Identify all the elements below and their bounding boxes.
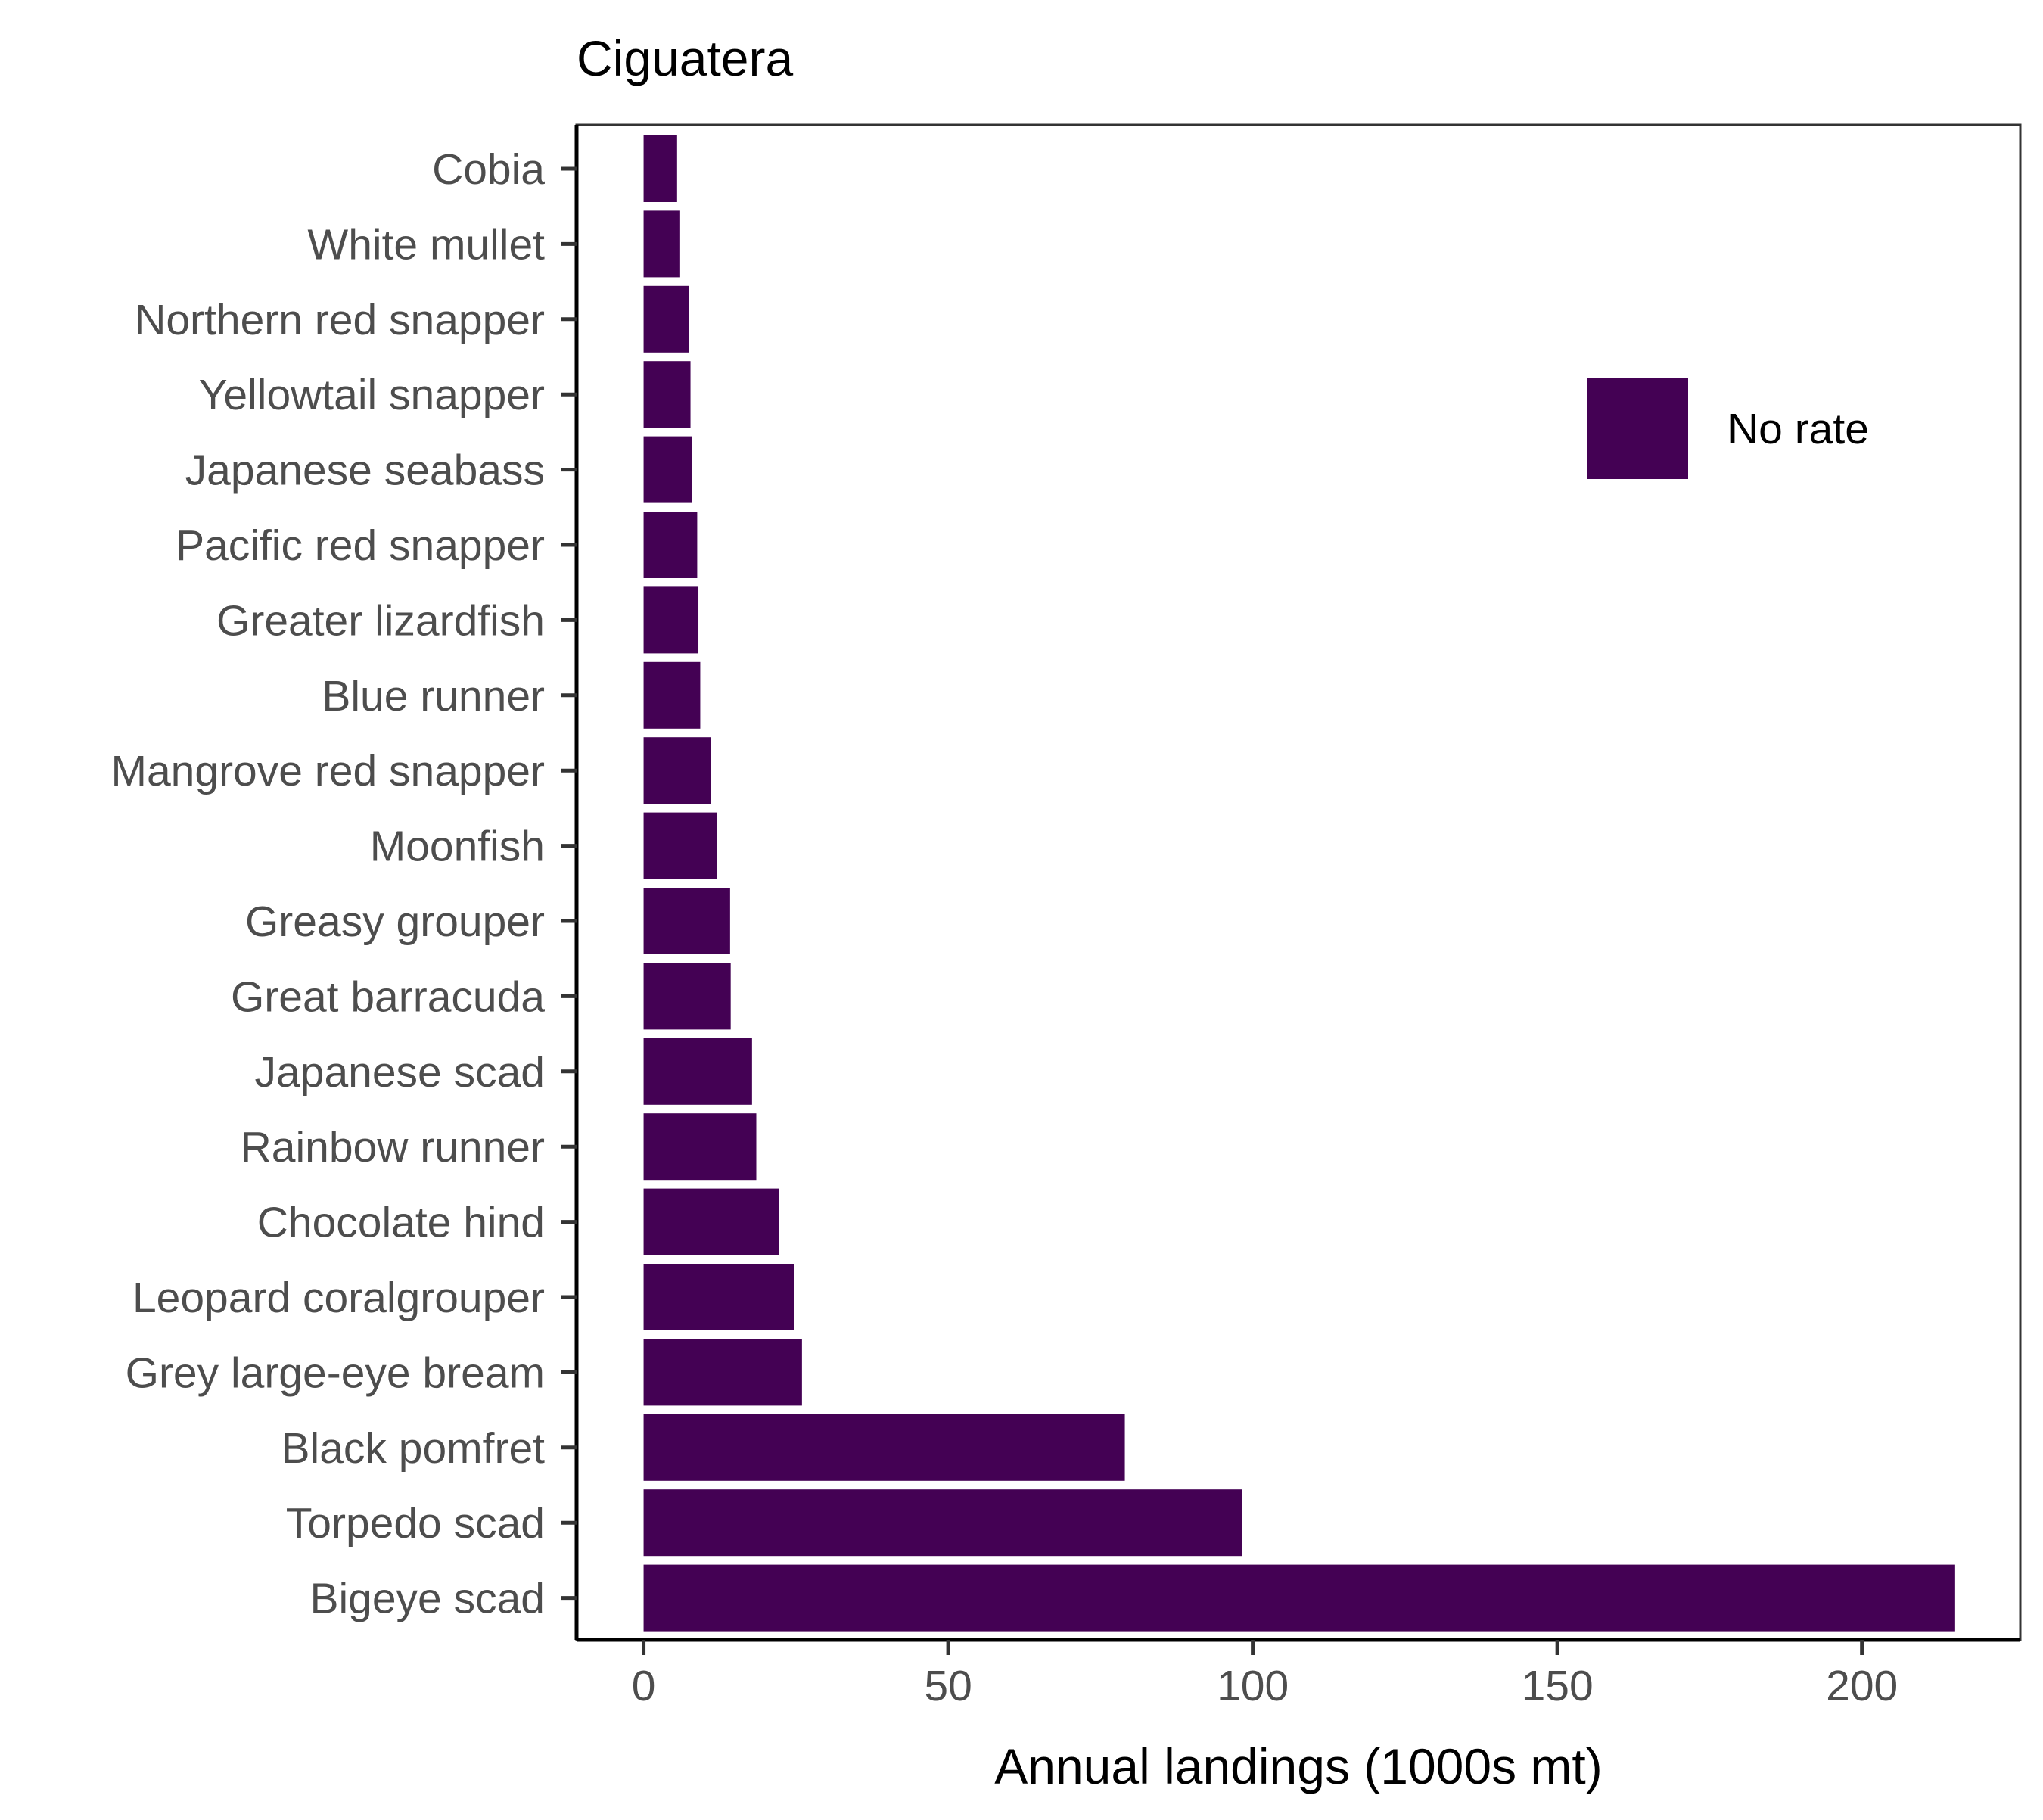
y-tick-label: Greater lizardfish <box>216 596 545 645</box>
bar-bigeye-scad <box>643 1564 1955 1632</box>
x-tick-label: 50 <box>924 1662 972 1710</box>
bar-moonfish <box>643 812 717 879</box>
bar-mangrove-red-snapper <box>643 737 711 804</box>
legend-key <box>1587 378 1688 479</box>
y-tick-label: Grey large-eye bream <box>126 1349 545 1397</box>
bar-yellowtail-snapper <box>643 361 691 428</box>
bar-greater-lizardfish <box>643 586 699 654</box>
bar-chocolate-hind <box>643 1188 779 1255</box>
bar-japanese-seabass <box>643 436 692 503</box>
y-tick-label: Leopard coralgrouper <box>132 1274 545 1322</box>
x-tick-label: 100 <box>1217 1662 1289 1710</box>
bar-northern-red-snapper <box>643 285 689 353</box>
y-tick-label: Greasy grouper <box>245 898 545 946</box>
y-tick-label: Bigeye scad <box>309 1575 545 1623</box>
bar-pacific-red-snapper <box>643 512 698 578</box>
bar-black-pomfret <box>643 1414 1125 1481</box>
bar-white-mullet <box>643 210 680 278</box>
y-tick-label: Great barracuda <box>231 972 545 1021</box>
bar-great-barracuda <box>643 963 731 1030</box>
bars <box>643 135 1955 1632</box>
y-tick-label: Cobia <box>432 145 545 194</box>
x-tick-label: 150 <box>1522 1662 1594 1710</box>
y-tick-label: Moonfish <box>370 823 545 871</box>
y-tick-label: Chocolate hind <box>257 1199 545 1247</box>
legend: No rate <box>1587 378 1869 479</box>
bar-greasy-grouper <box>643 888 730 954</box>
bar-blue-runner <box>643 661 701 729</box>
chart-title: Ciguatera <box>577 30 793 86</box>
bar-japanese-scad <box>643 1038 752 1105</box>
y-tick-label: Rainbow runner <box>241 1123 545 1171</box>
bar-grey-large-eye-bream <box>643 1339 802 1406</box>
y-tick-label: Northern red snapper <box>135 296 545 344</box>
y-tick-label: Japanese scad <box>255 1048 545 1097</box>
y-tick-label: Black pomfret <box>281 1424 546 1473</box>
y-tick-label: Pacific red snapper <box>176 521 545 570</box>
x-axis-title: Annual landings (1000s mt) <box>994 1738 1602 1794</box>
y-tick-label: White mullet <box>307 220 545 269</box>
bar-rainbow-runner <box>643 1113 757 1181</box>
x-axis: 0 50 100 150 200 <box>577 1638 2020 1710</box>
x-tick-label: 200 <box>1826 1662 1898 1710</box>
bar-torpedo-scad <box>643 1489 1242 1557</box>
y-tick-label: Japanese seabass <box>185 446 545 495</box>
bar-leopard-coralgrouper <box>643 1264 794 1330</box>
y-tick-label: Yellowtail snapper <box>199 371 545 419</box>
x-tick-label: 0 <box>632 1662 656 1710</box>
y-axis: Cobia White mullet Northern red snapper Yel… <box>110 125 579 1640</box>
y-tick-label: Torpedo scad <box>286 1499 545 1548</box>
y-tick-label: Blue runner <box>322 672 545 720</box>
y-tick-label: Mangrove red snapper <box>110 747 545 795</box>
legend-label: No rate <box>1727 405 1869 453</box>
bar-cobia <box>643 135 677 202</box>
